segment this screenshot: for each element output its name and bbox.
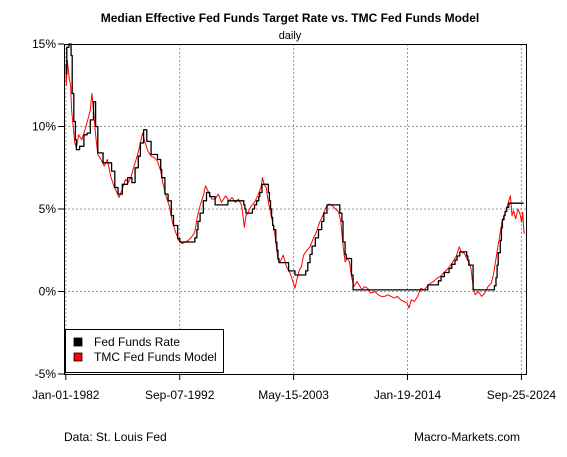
y-tick-label: 5% <box>39 202 57 216</box>
series-lines <box>65 43 525 309</box>
legend-box <box>65 329 224 373</box>
legend-swatch-tmc-model <box>73 352 83 362</box>
footer-brand: Macro-Markets.com <box>414 430 520 444</box>
y-tick-label: -5% <box>35 367 57 381</box>
y-tick-label: 15% <box>32 37 56 51</box>
footer-source: Data: St. Louis Fed <box>64 430 167 444</box>
y-tick-label: 10% <box>32 120 56 134</box>
plot-frame <box>64 44 527 375</box>
legend-label-fed-funds-rate: Fed Funds Rate <box>94 335 180 349</box>
x-tick-label: May-15-2003 <box>258 388 329 402</box>
grid-lines <box>64 44 526 374</box>
x-tick-label: Jan-01-1982 <box>32 388 100 402</box>
chart-title: Median Effective Fed Funds Target Rate v… <box>101 11 480 25</box>
x-axis: Jan-01-1982 Sep-07-1992 May-15-2003 Jan-19-… <box>32 374 556 402</box>
x-tick-label: Jan-19-2014 <box>374 388 442 402</box>
x-tick-label: Sep-07-1992 <box>145 388 215 402</box>
y-tick-label: 0% <box>39 285 57 299</box>
legend: Fed Funds Rate TMC Fed Funds Model <box>65 329 224 373</box>
chart-subtitle: daily <box>279 30 302 42</box>
series-line-fed-funds-rate <box>65 43 524 291</box>
x-tick-label: Sep-25-2024 <box>487 388 557 402</box>
y-axis: -5% 0% 5% 10% 15% <box>32 37 64 381</box>
legend-label-tmc-model: TMC Fed Funds Model <box>94 350 217 364</box>
legend-swatch-fed-funds-rate <box>73 337 83 347</box>
